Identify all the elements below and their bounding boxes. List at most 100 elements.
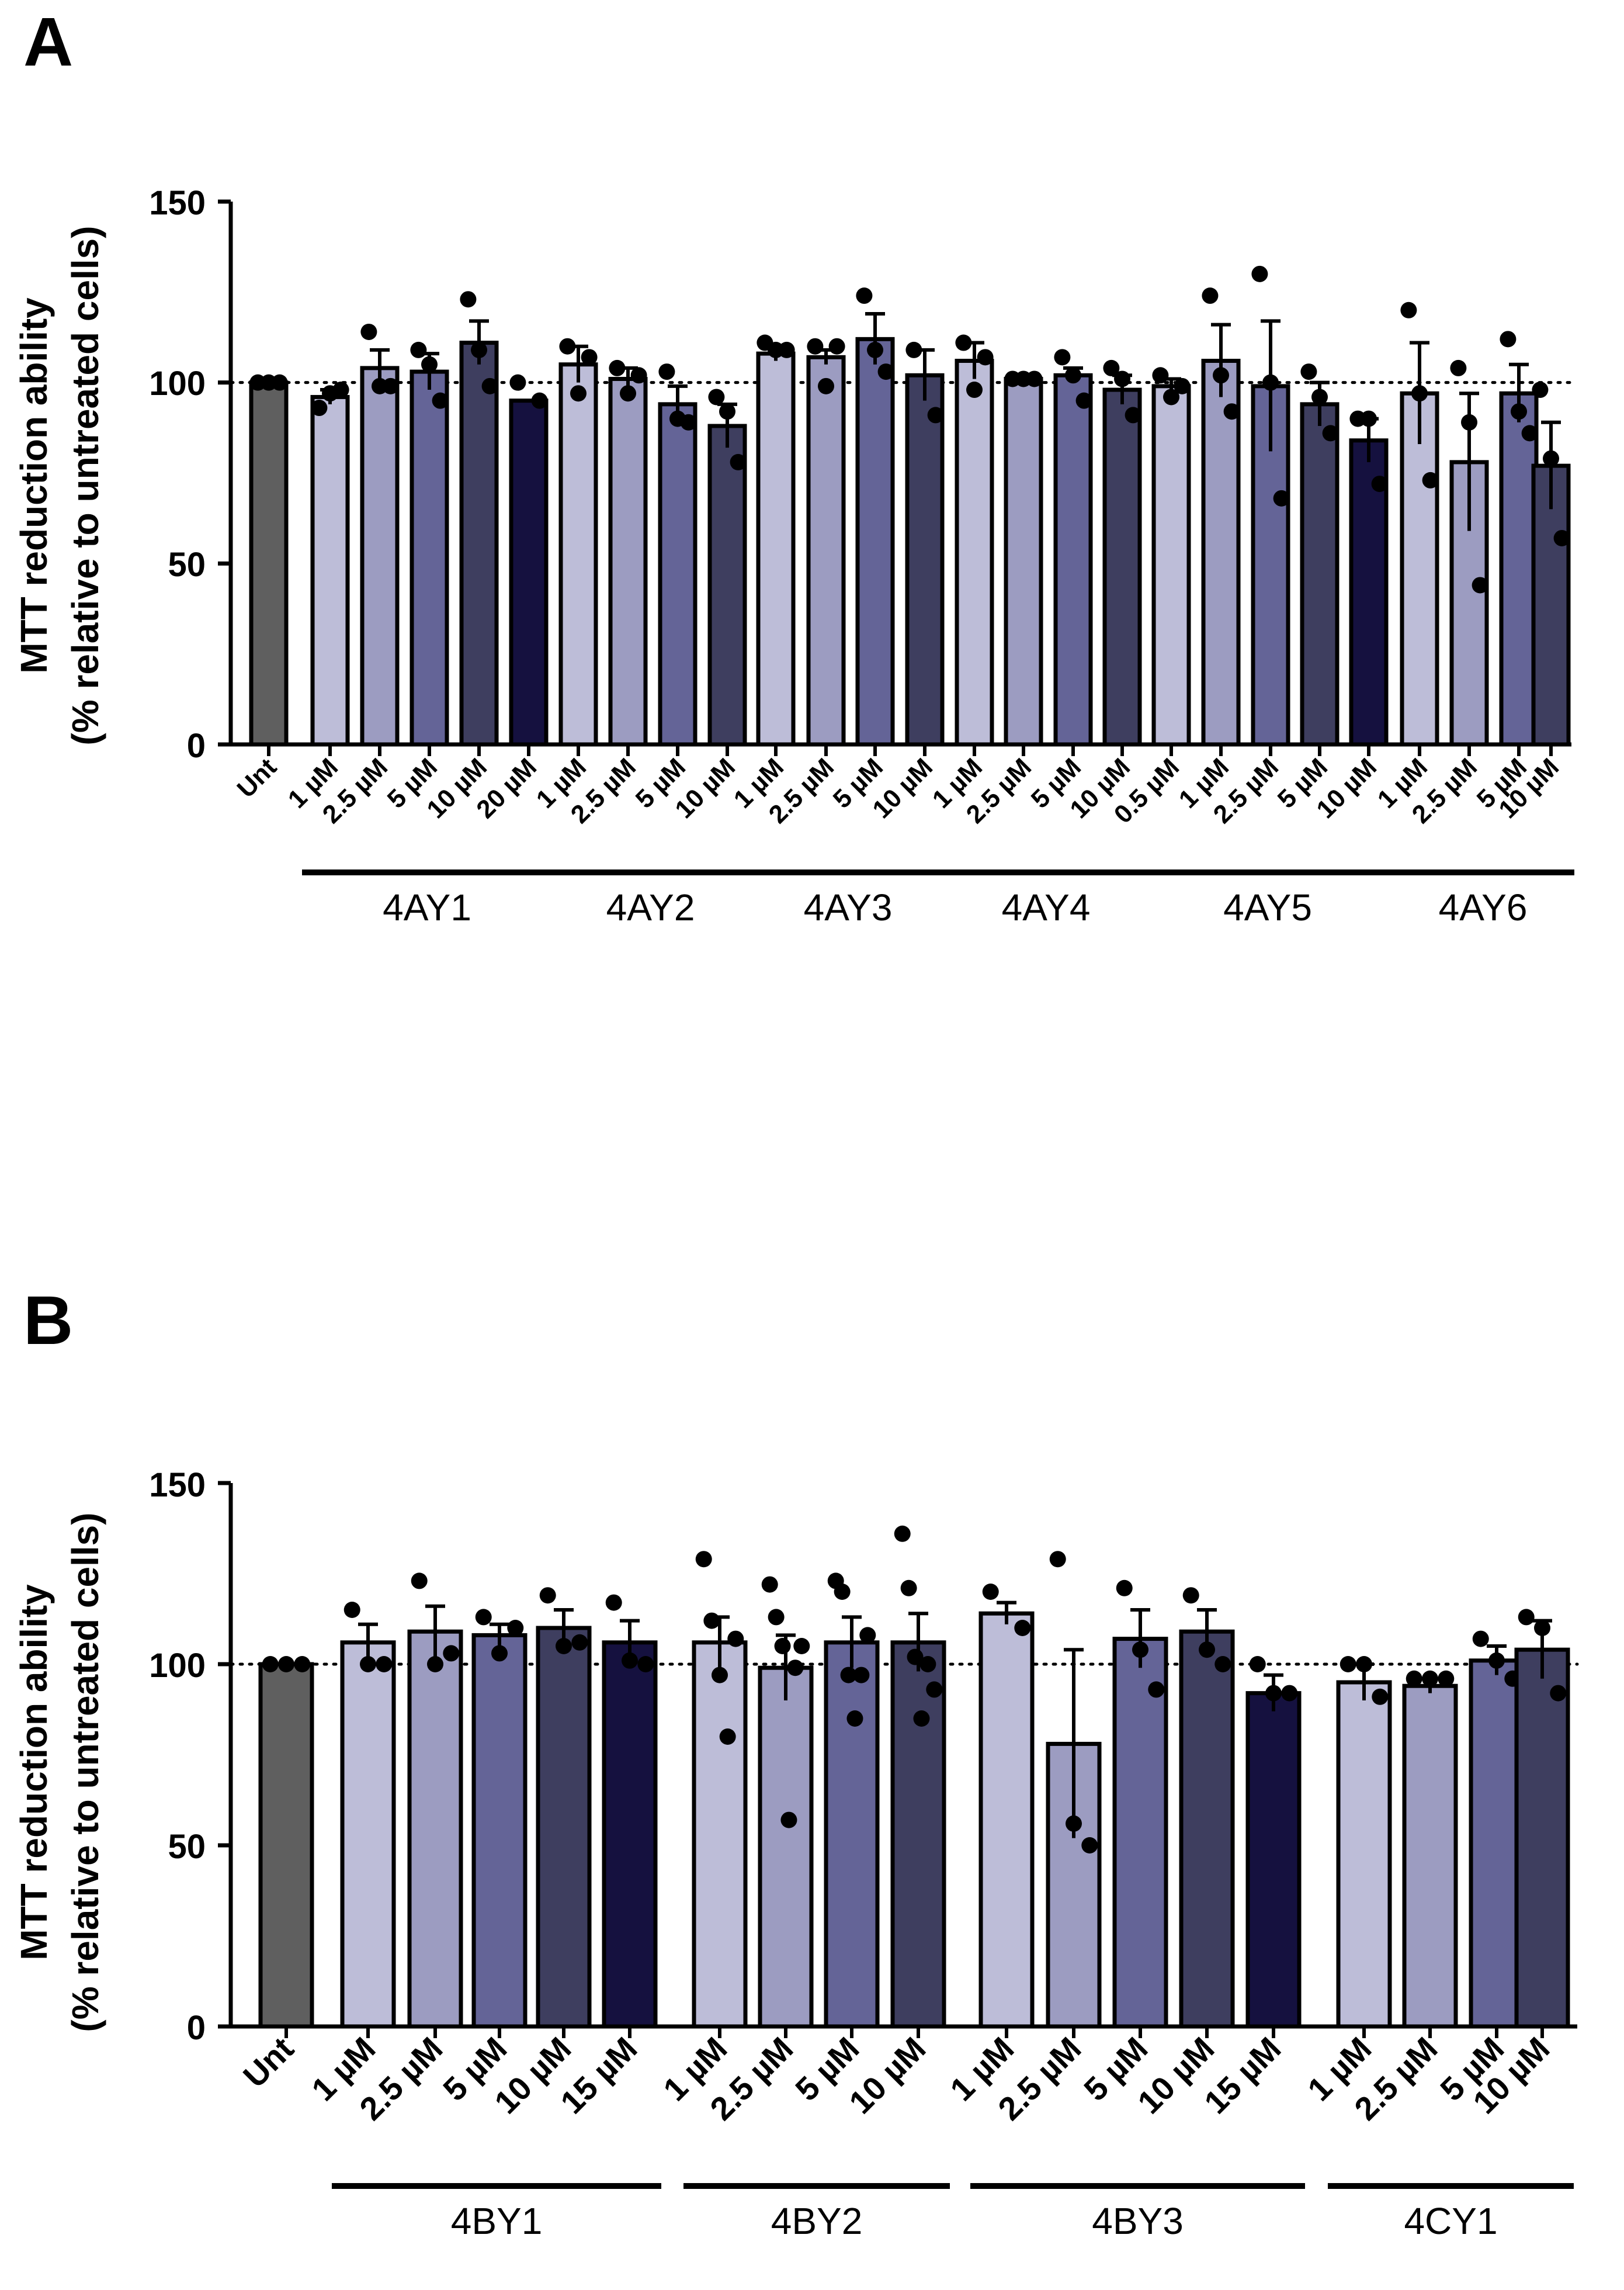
bar [340, 1640, 396, 2029]
data-point [856, 287, 873, 304]
data-point [1361, 410, 1377, 427]
group-label: 4AY1 [383, 886, 471, 929]
panel-a-y-title-line1: MTT reduction ability [13, 297, 55, 674]
data-point [609, 359, 626, 376]
data-point [630, 367, 647, 384]
bar [1053, 373, 1093, 747]
data-point [443, 1645, 460, 1662]
group-label: 4CY1 [1404, 2200, 1497, 2242]
data-point [768, 1609, 785, 1626]
bar [756, 351, 796, 747]
data-point [481, 377, 498, 394]
data-point [637, 1656, 654, 1672]
bar [978, 1611, 1035, 2029]
data-point [1273, 490, 1290, 507]
group-label: 4AY3 [804, 886, 893, 929]
panel-b-ytick: 50 [168, 1828, 206, 1866]
data-point [793, 1638, 810, 1654]
bar [955, 359, 994, 747]
data-point [846, 1710, 863, 1727]
data-point [1081, 1837, 1098, 1854]
bar [890, 1640, 946, 2029]
data-point [1214, 1656, 1231, 1672]
bar [1179, 1629, 1235, 2029]
data-point [570, 385, 587, 402]
bar [410, 369, 449, 747]
data-point [680, 414, 697, 431]
data-point [1116, 1579, 1133, 1596]
data-point [719, 1728, 736, 1745]
panel-a-ytick: 0 [187, 727, 206, 765]
group-label: 4AY5 [1223, 886, 1312, 929]
data-point [382, 377, 399, 394]
data-point [411, 1572, 428, 1589]
data-point [427, 1656, 443, 1672]
panel-b-ytick: 150 [149, 1466, 206, 1504]
data-point [460, 291, 477, 308]
bar [905, 373, 945, 747]
panel-a-ytick: 150 [149, 184, 206, 222]
panel-a-label: A [23, 4, 73, 81]
data-point [360, 323, 377, 340]
data-point [1174, 377, 1191, 394]
data-point [360, 1656, 376, 1672]
data-point [1411, 385, 1428, 402]
bar [608, 376, 648, 747]
panel-b-ytick: 0 [187, 2009, 206, 2047]
data-point [834, 1584, 851, 1600]
data-point [1340, 1656, 1356, 1672]
data-point [727, 1630, 744, 1647]
bar [1402, 1683, 1458, 2029]
data-point [556, 1638, 572, 1654]
panel-b-label: B [23, 1282, 73, 1359]
data-point [977, 349, 994, 366]
data-point [807, 338, 824, 355]
data-point [730, 453, 747, 470]
data-point [471, 341, 487, 358]
data-point [1472, 1630, 1489, 1647]
data-point [1014, 1620, 1031, 1636]
data-point [1262, 374, 1279, 391]
data-point [1049, 1551, 1066, 1568]
bar [1499, 391, 1539, 747]
data-point [1543, 450, 1559, 467]
data-point [1251, 265, 1268, 282]
panel-b: B MTT reduction ability (% relative to u… [13, 1282, 1579, 2242]
bar [1102, 387, 1142, 747]
group-label: 4AY4 [1002, 886, 1091, 929]
data-point [877, 363, 894, 380]
bar [855, 337, 895, 747]
data-point [894, 1525, 911, 1542]
data-point [1152, 367, 1169, 384]
data-point [491, 1645, 508, 1662]
data-point [1400, 302, 1417, 318]
bar [758, 1665, 814, 2029]
group-label: 4AY6 [1439, 886, 1528, 929]
data-point [1199, 1641, 1215, 1658]
data-point [622, 1652, 638, 1669]
data-point [1422, 472, 1439, 489]
panel-b-y-title-line2: (% relative to untreated cells) [64, 1512, 106, 2032]
data-point [840, 1667, 857, 1683]
bar [1245, 1691, 1302, 2029]
data-point [1356, 1656, 1372, 1672]
data-point [1223, 403, 1240, 420]
data-point [410, 341, 427, 358]
bar [558, 362, 598, 747]
data-point [1075, 392, 1092, 409]
bar [602, 1640, 658, 2029]
data-point [1054, 349, 1071, 366]
data-point [919, 1656, 936, 1672]
panel-b-ytick: 100 [149, 1647, 206, 1685]
x-tick-label: 10 µM [842, 2030, 932, 2121]
bar [407, 1629, 463, 2029]
data-point [1066, 1815, 1082, 1832]
data-point [703, 1612, 720, 1629]
data-point [1125, 407, 1141, 424]
data-point [1163, 389, 1179, 406]
data-point [1265, 1685, 1282, 1702]
data-point [1550, 1685, 1567, 1702]
data-point [907, 1648, 924, 1665]
bar [310, 394, 350, 747]
